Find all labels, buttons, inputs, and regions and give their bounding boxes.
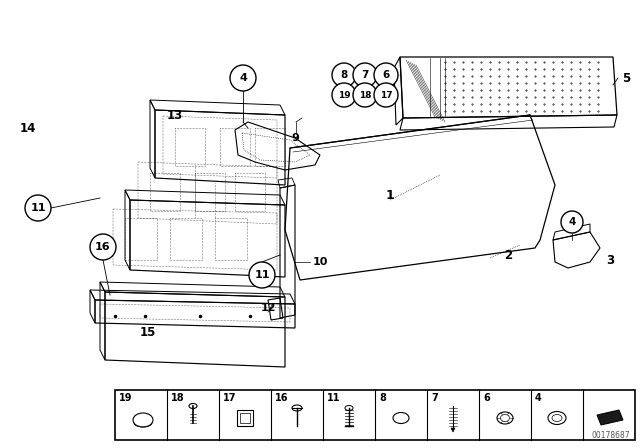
Text: 18: 18 xyxy=(359,90,371,99)
Bar xyxy=(170,218,202,260)
Text: 16: 16 xyxy=(275,393,289,403)
Circle shape xyxy=(90,234,116,260)
Circle shape xyxy=(561,211,583,233)
Text: 8: 8 xyxy=(340,70,348,80)
Circle shape xyxy=(374,83,398,107)
Text: 10: 10 xyxy=(312,257,328,267)
Text: 18: 18 xyxy=(171,393,184,403)
Text: 7: 7 xyxy=(362,70,369,80)
Circle shape xyxy=(249,262,275,288)
Circle shape xyxy=(353,83,377,107)
Text: 17: 17 xyxy=(380,90,392,99)
Bar xyxy=(150,173,180,211)
Bar xyxy=(195,173,225,211)
Text: 12: 12 xyxy=(260,303,276,313)
Bar xyxy=(115,390,635,440)
Text: 8: 8 xyxy=(379,393,386,403)
Text: 17: 17 xyxy=(223,393,237,403)
Text: 6: 6 xyxy=(382,70,390,80)
Circle shape xyxy=(332,63,356,87)
Text: 5: 5 xyxy=(622,72,630,85)
Bar xyxy=(255,128,285,166)
Text: 19: 19 xyxy=(119,393,132,403)
Bar xyxy=(175,128,205,166)
Bar xyxy=(220,128,250,166)
Text: 1: 1 xyxy=(386,189,394,202)
Text: 6: 6 xyxy=(483,393,490,403)
Text: 11: 11 xyxy=(254,270,269,280)
Circle shape xyxy=(332,83,356,107)
Text: 2: 2 xyxy=(504,249,512,262)
Text: 3: 3 xyxy=(606,254,614,267)
Bar xyxy=(215,218,247,260)
Text: 19: 19 xyxy=(338,90,350,99)
Polygon shape xyxy=(451,428,455,432)
Circle shape xyxy=(353,63,377,87)
Text: 7: 7 xyxy=(431,393,438,403)
Bar xyxy=(235,173,265,211)
Text: 4: 4 xyxy=(239,73,247,83)
Text: 11: 11 xyxy=(30,203,45,213)
Text: 00178687: 00178687 xyxy=(591,431,630,439)
Polygon shape xyxy=(597,410,623,425)
Text: 9: 9 xyxy=(291,133,299,143)
Text: 4: 4 xyxy=(535,393,541,403)
Circle shape xyxy=(25,195,51,221)
Text: 13: 13 xyxy=(167,108,183,121)
Bar xyxy=(125,218,157,260)
Text: 11: 11 xyxy=(327,393,340,403)
Circle shape xyxy=(374,63,398,87)
Circle shape xyxy=(230,65,256,91)
Text: 14: 14 xyxy=(20,121,36,134)
Text: 16: 16 xyxy=(95,242,111,252)
Text: 4: 4 xyxy=(568,217,576,227)
Text: 15: 15 xyxy=(140,326,156,339)
